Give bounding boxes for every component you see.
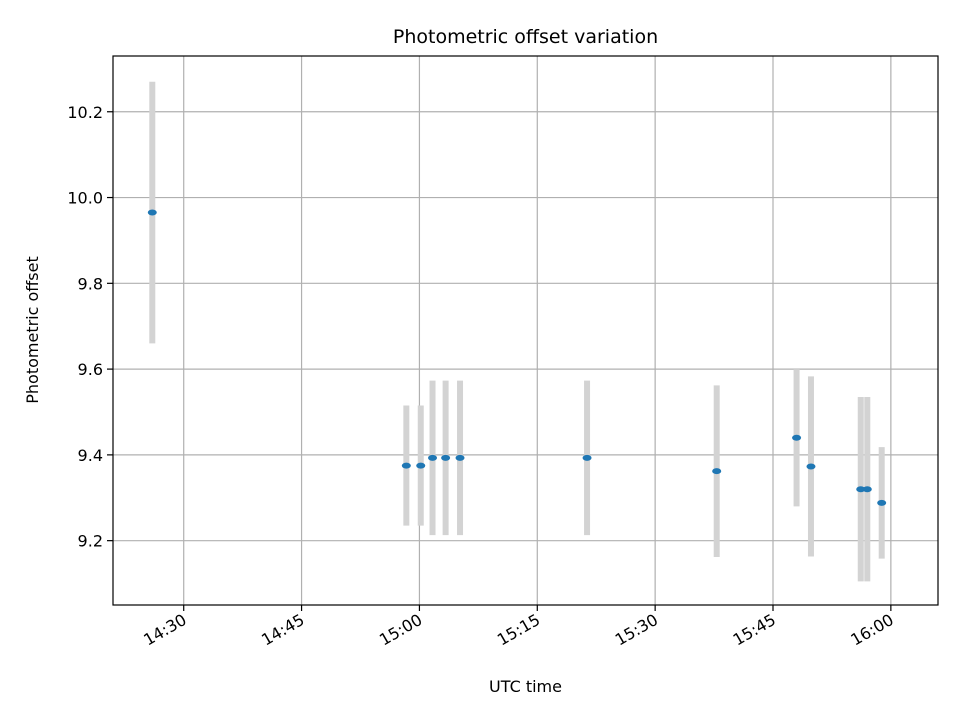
data-point [147, 209, 157, 216]
y-tick-label: 9.6 [78, 360, 103, 379]
data-point [455, 454, 465, 461]
data-point [441, 454, 451, 461]
data-points [147, 209, 887, 506]
data-point [712, 468, 722, 475]
x-axis-label: UTC time [489, 677, 562, 696]
chart-title: Photometric offset variation [393, 26, 658, 48]
data-point [806, 463, 816, 470]
data-point [428, 454, 438, 461]
y-axis-ticks: 9.2 9.4 9.6 9.8 10.0 10.2 [67, 103, 113, 551]
plot-frame [112, 55, 939, 606]
data-point [582, 454, 592, 461]
y-tick-label: 9.8 [78, 274, 103, 293]
y-tick-label: 10.2 [67, 103, 103, 122]
data-point [792, 434, 802, 441]
data-point [401, 462, 411, 469]
data-point [877, 499, 887, 506]
y-tick-label: 9.2 [78, 532, 103, 551]
grid [113, 56, 938, 605]
data-point [856, 486, 866, 493]
y-tick-label: 9.4 [78, 446, 103, 465]
data-point [416, 462, 426, 469]
y-tick-label: 10.0 [67, 189, 103, 208]
data-point [862, 486, 872, 493]
y-axis-label: Photometric offset [23, 256, 42, 404]
